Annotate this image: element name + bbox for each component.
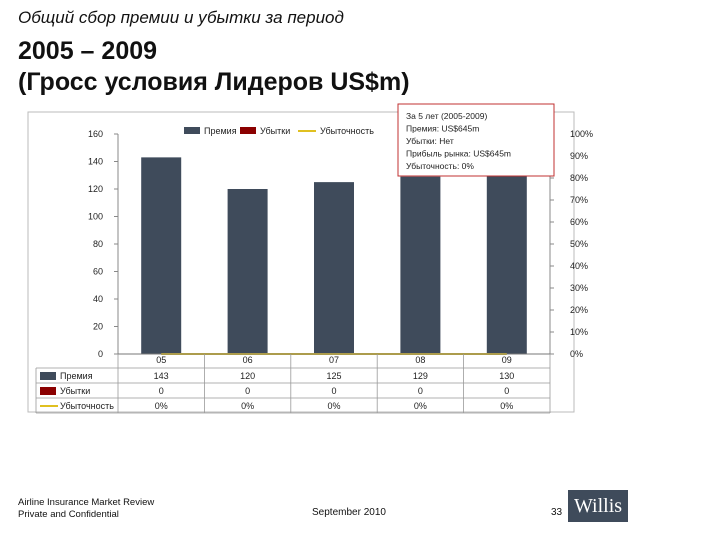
category-label: 09	[502, 355, 512, 365]
bar-premium	[400, 176, 441, 354]
left-axis-tick-label: 100	[88, 212, 103, 222]
data-table-cell: 0%	[155, 401, 168, 411]
right-axis-tick-label: 20%	[570, 305, 588, 315]
bar-premium	[227, 189, 268, 354]
legend-key-premium	[40, 372, 56, 380]
legend-label-loss-ratio: Убыточность	[320, 126, 374, 136]
data-table-row-label: Убыточность	[60, 401, 114, 411]
data-table-cell: 0%	[241, 401, 254, 411]
legend-label-losses: Убытки	[260, 126, 290, 136]
right-axis-tick-label: 70%	[570, 195, 588, 205]
right-axis-tick-label: 80%	[570, 173, 588, 183]
data-table-cell: 143	[154, 371, 169, 381]
right-axis-tick-label: 30%	[570, 283, 588, 293]
right-axis-tick-label: 50%	[570, 239, 588, 249]
data-table-cell: 0	[245, 386, 250, 396]
left-axis-tick-label: 60	[93, 267, 103, 277]
category-label: 08	[415, 355, 425, 365]
legend-swatch-losses	[240, 127, 256, 134]
chart-frame	[27, 111, 575, 413]
category-label: 06	[243, 355, 253, 365]
bar-premium	[314, 182, 354, 354]
right-axis-tick-label: 10%	[570, 327, 588, 337]
slide-title: 2005 – 2009 (Гросс условия Лидеров US$m)	[18, 36, 410, 99]
right-axis-tick-label: 60%	[570, 217, 588, 227]
footer-report-title: Airline Insurance Market Review	[18, 497, 155, 508]
left-axis-tick-label: 120	[88, 184, 103, 194]
page-number: 33	[551, 507, 563, 518]
summary-callout-line: Убытки: Нет	[406, 136, 454, 146]
data-table-cell: 129	[413, 371, 428, 381]
data-table-cell: 0	[418, 386, 423, 396]
bar-premium	[141, 157, 182, 354]
data-table-cell: 130	[499, 371, 514, 381]
willis-logo: Willis	[568, 490, 628, 522]
footer-date: September 2010	[312, 507, 386, 518]
left-axis-tick-label: 160	[88, 129, 103, 139]
data-table-row-label: Премия	[60, 371, 93, 381]
left-axis-tick-label: 0	[98, 349, 103, 359]
legend-swatch-premium	[184, 127, 200, 134]
summary-callout-line: За 5 лет (2005-2009)	[406, 111, 487, 121]
summary-callout-line: Прибыль рынка: US$645m	[406, 149, 511, 159]
right-axis-tick-label: 100%	[570, 129, 593, 139]
data-table-cell: 0	[159, 386, 164, 396]
left-axis-tick-label: 20	[93, 322, 103, 332]
data-table-cell: 0	[331, 386, 336, 396]
data-table-row-label: Убытки	[60, 386, 90, 396]
data-table-cell: 120	[240, 371, 255, 381]
category-label: 05	[156, 355, 166, 365]
left-axis-tick-label: 140	[88, 157, 103, 167]
legend-key-losses	[40, 387, 56, 395]
title-line-terms: (Гросс условия Лидеров US$m)	[18, 68, 410, 97]
summary-callout-line: Премия: US$645m	[406, 124, 479, 134]
category-label: 07	[329, 355, 339, 365]
data-table-cell: 0%	[327, 401, 340, 411]
data-table-cell: 0	[504, 386, 509, 396]
footer-confidential: Private and Confidential	[18, 509, 119, 521]
data-table-cell: 125	[326, 371, 341, 381]
footer-report-info: Airline Insurance Market Review Private …	[18, 497, 154, 522]
summary-callout-line: Убыточность: 0%	[406, 161, 474, 171]
left-axis-tick-label: 80	[93, 239, 103, 249]
right-axis-tick-label: 90%	[570, 151, 588, 161]
right-axis-tick-label: 0%	[570, 349, 583, 359]
data-table-cell: 0%	[500, 401, 513, 411]
data-table-cell: 0%	[414, 401, 427, 411]
slide-subtitle: Общий сбор премии и убытки за период	[18, 8, 344, 27]
left-axis-tick-label: 40	[93, 294, 103, 304]
right-axis-tick-label: 40%	[570, 261, 588, 271]
legend-label-premium: Премия	[204, 126, 237, 136]
bar-premium	[486, 175, 527, 354]
title-line-years: 2005 – 2009	[18, 37, 158, 65]
summary-callout-box	[397, 103, 555, 177]
